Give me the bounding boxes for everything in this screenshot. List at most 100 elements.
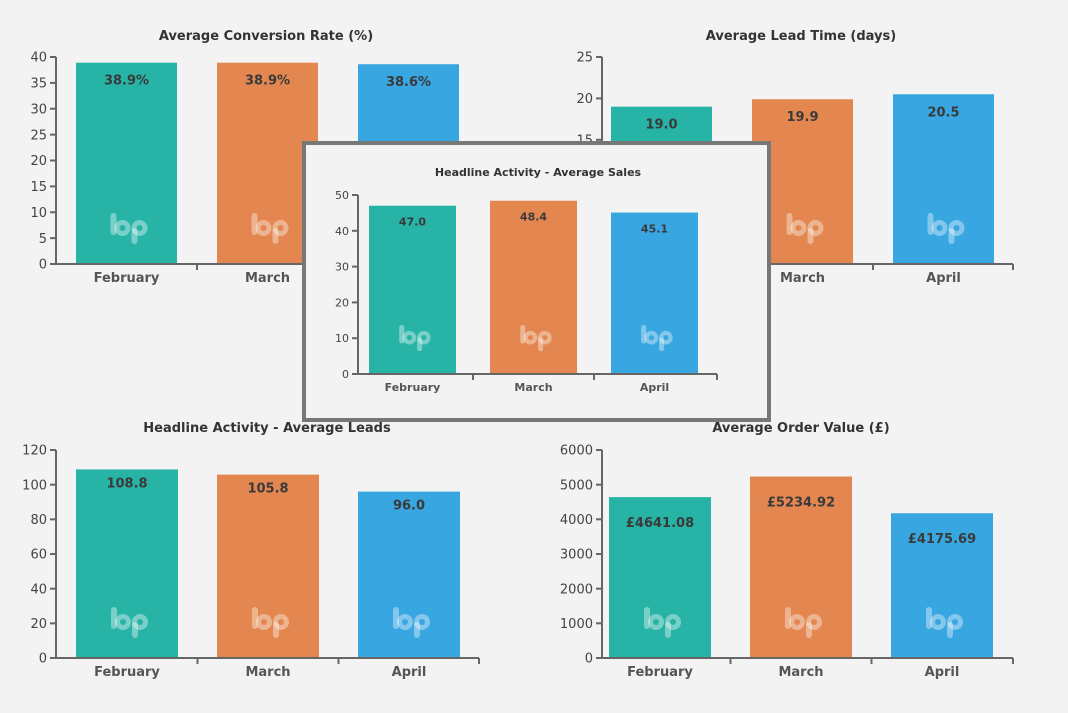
logo-stem-p	[538, 337, 544, 352]
y-tick-label: 40	[30, 582, 47, 597]
value-label: 19.0	[645, 118, 677, 133]
logo-hole-p	[277, 225, 284, 231]
logo-stem-b	[393, 607, 399, 629]
y-tick-label: 30	[335, 261, 349, 274]
logo-hole-b	[648, 335, 654, 341]
bp-logo-icon	[520, 324, 552, 352]
value-label: 38.6%	[386, 75, 431, 90]
value-label: £4641.08	[626, 516, 694, 531]
logo-hole-p	[542, 335, 548, 341]
category-label: April	[640, 381, 669, 394]
value-label: 19.9	[786, 110, 818, 125]
bp-logo-icon	[252, 607, 289, 638]
y-tick-label: 120	[22, 444, 47, 459]
logo-hole-b	[794, 619, 800, 625]
logo-hole-p	[278, 619, 284, 625]
y-tick-label: 1000	[560, 617, 593, 632]
category-label: February	[385, 381, 441, 394]
category-label: April	[926, 271, 961, 286]
logo-hole-p	[137, 619, 143, 625]
logo-stem-p	[659, 337, 665, 352]
y-tick-label: 0	[39, 652, 47, 667]
value-label: 47.0	[399, 216, 426, 229]
logo-hole-p	[952, 619, 958, 625]
logo-stem-p	[414, 622, 420, 638]
y-tick-label: 10	[335, 332, 349, 345]
logo-stem-p	[665, 622, 671, 638]
inset-chart-frame: Headline Activity - Average Sales 47.0 Feb…	[302, 141, 771, 422]
logo-stem-p	[807, 228, 814, 244]
logo-hole-b	[935, 619, 941, 625]
logo-hole-b	[795, 225, 802, 231]
y-tick-label: 60	[30, 548, 47, 563]
y-tick-label: 10	[30, 206, 47, 221]
logo-stem-b	[251, 213, 258, 235]
y-tick-label: 3000	[560, 548, 593, 563]
chart-panel-leads: Headline Activity - Average Leads 108.8 Fe…	[0, 400, 540, 713]
chart-title: Headline Activity - Average Leads	[143, 421, 391, 436]
bp-logo-icon	[644, 607, 681, 638]
bp-logo-icon	[927, 213, 965, 244]
logo-stem-p	[948, 228, 955, 244]
bar-april	[891, 513, 993, 658]
value-label: 45.1	[641, 223, 668, 236]
logo-stem-p	[947, 622, 953, 638]
y-tick-label: 20	[335, 296, 349, 309]
logo-stem-b	[927, 213, 934, 235]
average-leads-chart: Headline Activity - Average Leads 108.8 Fe…	[22, 421, 480, 680]
value-label: 105.8	[247, 482, 288, 497]
logo-stem-b	[785, 607, 791, 629]
bp-logo-icon	[926, 607, 963, 638]
category-label: April	[925, 665, 960, 680]
chart-title: Headline Activity - Average Sales	[435, 166, 642, 179]
y-tick-label: 20	[30, 154, 47, 169]
y-tick-label: 25	[576, 51, 593, 66]
logo-hole-b	[936, 225, 943, 231]
logo-hole-b	[119, 225, 126, 231]
logo-stem-p	[806, 622, 812, 638]
logo-stem-p	[417, 337, 423, 352]
logo-hole-p	[419, 619, 425, 625]
logo-hole-b	[653, 619, 659, 625]
logo-hole-b	[406, 335, 412, 341]
bp-logo-icon	[785, 607, 822, 638]
logo-hole-b	[120, 619, 126, 625]
bp-logo-icon	[110, 213, 148, 244]
y-tick-label: 2000	[560, 582, 593, 597]
logo-hole-p	[953, 225, 960, 231]
y-tick-label: 0	[342, 368, 349, 381]
logo-stem-b	[110, 213, 117, 235]
y-tick-label: 15	[30, 180, 47, 195]
bar-february	[76, 469, 178, 658]
logo-hole-b	[261, 619, 267, 625]
bp-logo-icon	[251, 213, 289, 244]
bar-april	[358, 491, 460, 658]
chart-title: Average Order Value (£)	[712, 421, 889, 436]
average-sales-chart: Headline Activity - Average Sales 47.0 Feb…	[335, 166, 718, 394]
y-tick-label: 20	[30, 617, 47, 632]
logo-stem-p	[273, 622, 279, 638]
logo-hole-b	[402, 619, 408, 625]
y-tick-label: 4000	[560, 513, 593, 528]
bar-march	[217, 474, 319, 658]
bp-logo-icon	[786, 213, 824, 244]
logo-hole-p	[811, 619, 817, 625]
bar-april	[893, 94, 994, 264]
y-tick-label: 20	[576, 92, 593, 107]
bar-march	[490, 200, 577, 374]
logo-hole-b	[527, 335, 533, 341]
y-tick-label: 5	[39, 232, 47, 247]
value-label: 108.8	[106, 476, 147, 491]
y-tick-label: 35	[30, 77, 47, 92]
category-label: March	[780, 271, 825, 286]
category-label: March	[245, 665, 290, 680]
y-tick-label: 100	[22, 478, 47, 493]
y-tick-label: 0	[39, 258, 47, 273]
value-label: £4175.69	[908, 532, 976, 547]
value-label: 48.4	[520, 211, 547, 224]
bar-march	[750, 476, 852, 658]
bar-february	[369, 205, 456, 374]
bar-february	[609, 497, 711, 658]
category-label: February	[94, 271, 160, 286]
category-label: February	[627, 665, 693, 680]
